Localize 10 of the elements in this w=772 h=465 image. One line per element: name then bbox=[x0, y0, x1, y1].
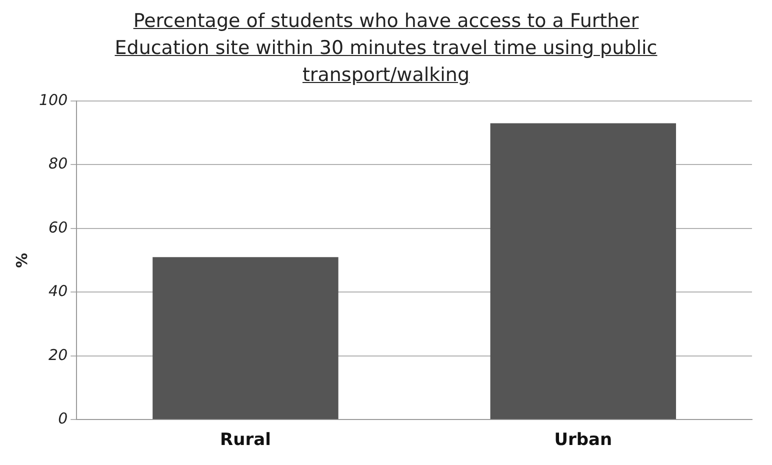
x-tick-label: Urban bbox=[554, 430, 612, 450]
y-tick-label: 0 bbox=[58, 409, 68, 428]
y-tick-label: 80 bbox=[48, 154, 68, 173]
y-tick-label: 40 bbox=[48, 282, 68, 300]
y-axis-title: % bbox=[12, 252, 31, 268]
y-tick-label: 100 bbox=[38, 90, 68, 109]
x-tick-label: Rural bbox=[220, 430, 271, 450]
chart-title: Percentage of students who have access to a Further Education site within 30 minutes travel time using public transport/walking bbox=[114, 9, 658, 88]
y-tick-label: 20 bbox=[48, 346, 68, 364]
y-tick-label: 60 bbox=[48, 218, 68, 236]
